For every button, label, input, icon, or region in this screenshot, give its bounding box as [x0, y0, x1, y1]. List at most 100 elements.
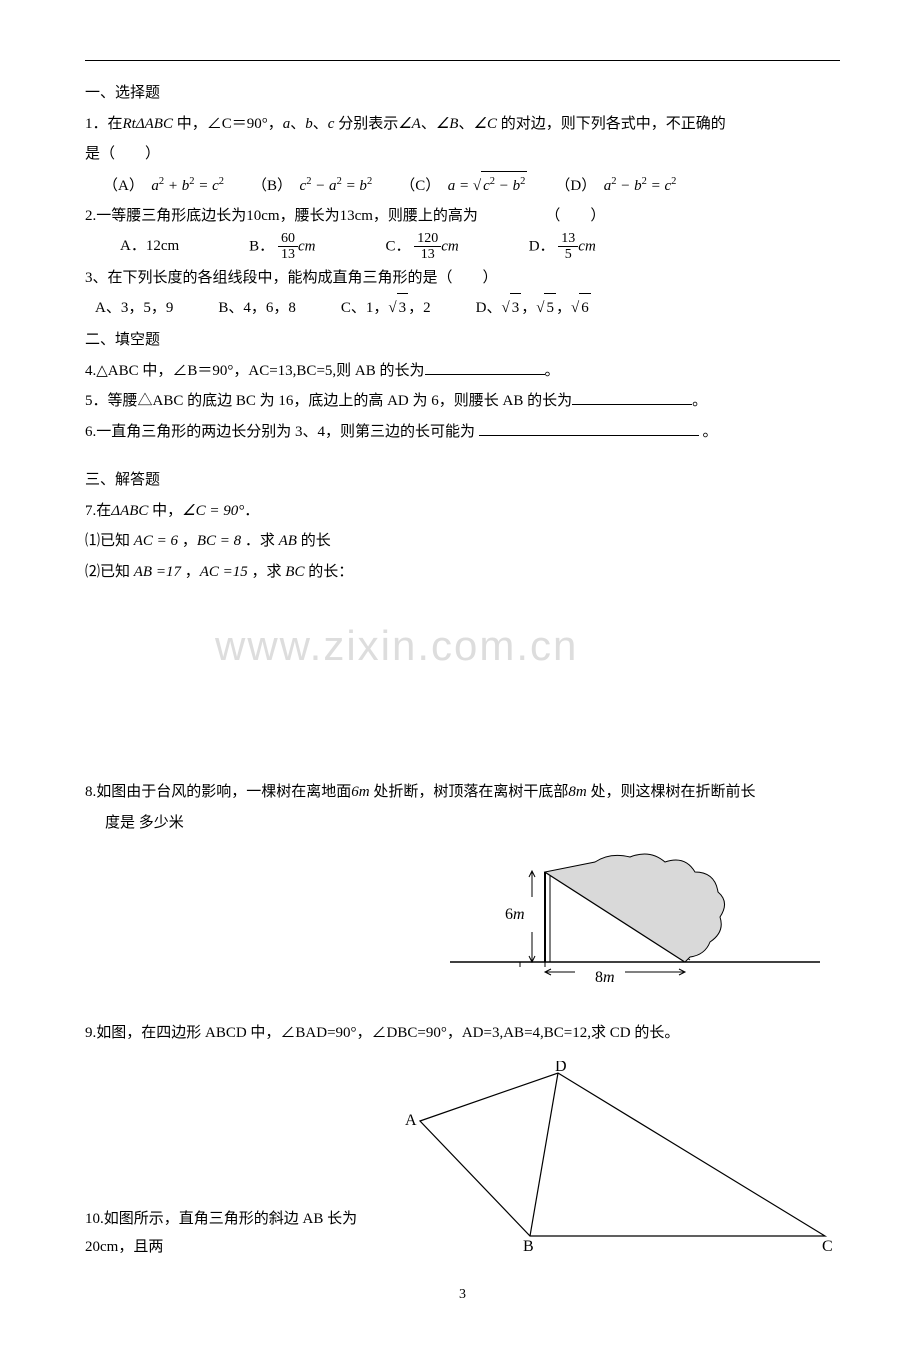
q1-line2: 是（ ）: [85, 140, 840, 169]
q8: 8.如图由于台风的影响，一棵树在离地面6m 处折断，树顶落在离树干底部8m 处，…: [85, 778, 840, 807]
q6-text: 6.一直角三角形的两边长分别为 3、4，则第三边的长可能为: [85, 424, 479, 440]
q2-optD-label: D．: [529, 238, 555, 254]
q1-b: b: [305, 116, 313, 132]
q7-mid: 中，: [148, 503, 182, 519]
q7-l3-ac: AC =15: [200, 564, 248, 580]
q9: 9.如图，在四边形 ABCD 中，∠BAD=90°，∠DBC=90°，AD=3,…: [85, 1019, 840, 1048]
q1: 1．在RtΔABC 中，∠C＝90°，a、b、c 分别表示∠A、∠B、∠C 的对…: [85, 110, 840, 139]
fig9-A: A: [405, 1112, 417, 1129]
q2-optD-unit: cm: [578, 238, 596, 254]
q8-v1: 6m: [351, 784, 369, 800]
q2-optD-den: 5: [558, 247, 578, 262]
q8-line2: 度是 多少米: [85, 809, 840, 838]
figure8-svg: 6m 8m: [450, 847, 820, 987]
q3-optC-sqrt: √3: [388, 300, 408, 316]
q1-mid1: 中，∠C＝90°，: [173, 116, 283, 132]
q8-v2: 8m: [568, 784, 586, 800]
q3-optD-s3: √6: [571, 300, 591, 316]
q3-optB: B、4，6，8: [218, 294, 296, 323]
q2-optC-unit: cm: [441, 238, 459, 254]
q2-optC-label: C．: [385, 238, 410, 254]
q1-mid4: 分别表示: [334, 116, 398, 132]
q3-optC-sqrt-val: 3: [397, 293, 409, 323]
q1-optC-label: （C）: [400, 172, 440, 201]
q7-l2-bc: BC = 8: [197, 533, 241, 549]
figure8: 6m 8m: [85, 847, 840, 987]
q8-workspace: [85, 987, 840, 1017]
q7-line3: ⑵已知 AB =17 ，AC =15 ，求 BC 的长：: [85, 558, 840, 587]
q2-optD-num: 13: [558, 231, 578, 247]
q1-optD: （D） a2 − b2 = c2: [555, 172, 676, 201]
q9-and-q10-row: 10.如图所示，直角三角形的斜边 AB 长为 20cm，且两 A D B C: [85, 1048, 840, 1262]
q7-line2: ⑴已知 AC = 6 ，BC = 8 ．求 AB 的长: [85, 527, 840, 556]
q7-l3-ab: AB =17: [134, 564, 181, 580]
q6-blank: [479, 421, 699, 436]
q1-optB-math: c2 − a2 = b2: [300, 172, 373, 201]
q2-optB-label: B．: [249, 238, 274, 254]
q4-text: 4.△ABC 中，∠B＝90°，AC=13,BC=5,则 AB 的长为: [85, 363, 425, 379]
fig8-label-8m: 8m: [595, 969, 615, 986]
q3-optC-pre: C、1，: [341, 300, 389, 316]
q2-optC-frac: 12013: [414, 231, 441, 263]
q1-rt: RtΔABC: [123, 116, 173, 132]
header-rule: [85, 60, 840, 61]
q2-optB-frac: 6013: [278, 231, 298, 263]
q4-blank: [425, 360, 545, 375]
q3-optC: C、1，√3，2: [341, 293, 431, 323]
q3: 3、在下列长度的各组线段中，能构成直角三角形的是（ ）: [85, 264, 840, 293]
q1-optD-label: （D）: [555, 172, 596, 201]
section2-title: 二、填空题: [85, 326, 840, 355]
q2-optB-unit: cm: [298, 238, 316, 254]
q5-text: 5．等腰△ABC 的底边 BC 为 16，底边上的高 AD 为 6，则腰长 AB…: [85, 393, 572, 409]
q7-pre: 7.在: [85, 503, 111, 519]
q5-blank: [572, 390, 692, 405]
q2-optC: C． 12013cm: [385, 231, 458, 263]
q2-optD: D． 135cm: [529, 231, 596, 263]
q1-optA: （A） a2 + b2 = c2: [103, 172, 224, 201]
q10: 10.如图所示，直角三角形的斜边 AB 长为 20cm，且两: [85, 1205, 400, 1262]
q1-optA-math: a2 + b2 = c2: [151, 172, 224, 201]
q1-tail: 的对边，则下列各式中，不正确的: [497, 116, 726, 132]
q2-optD-frac: 135: [558, 231, 578, 263]
q1-prefix: 1．在: [85, 116, 123, 132]
q3-optD-s1v: 3: [510, 293, 522, 323]
q7-end: ．: [244, 503, 259, 519]
q3-optA: A、3，5，9: [95, 294, 173, 323]
page-number: 3: [85, 1282, 840, 1309]
q5-end: 。: [692, 393, 707, 409]
q4: 4.△ABC 中，∠B＝90°，AC=13,BC=5,则 AB 的长为。: [85, 357, 840, 386]
q1-angA: ∠A: [398, 116, 421, 132]
q3-optD-s3v: 6: [579, 293, 591, 323]
q2-optB-den: 13: [278, 247, 298, 262]
q1-optB-label: （B）: [252, 172, 292, 201]
q3-optC-post: ，2: [408, 300, 431, 316]
q7-tri: ΔABC: [111, 503, 148, 519]
q1-s2: 、: [313, 116, 328, 132]
q7-l3-bc: BC: [285, 564, 304, 580]
q7-workspace: [85, 586, 840, 776]
figure9: A D B C: [400, 1061, 840, 1262]
q1-optD-math: a2 − b2 = c2: [604, 172, 677, 201]
q2-optB: B． 6013cm: [249, 231, 315, 263]
fig8-label-6m: 6m: [505, 906, 525, 923]
q3-optD-s1: √3: [501, 300, 521, 316]
q1-options: （A） a2 + b2 = c2 （B） c2 − a2 = b2 （C） a …: [85, 171, 840, 201]
section1-title: 一、选择题: [85, 79, 840, 108]
q3-optD: D、√3，√5，√6: [476, 293, 591, 323]
fig9-C: C: [822, 1238, 833, 1251]
q1-s4: 、: [458, 116, 473, 132]
q2-optA: A．12cm: [120, 232, 179, 261]
q1-text: 1．在RtΔABC 中，∠C＝90°，a、b、c 分别表示∠A、∠B、∠C 的对…: [85, 116, 726, 132]
q1-optC: （C） a = √c2 − b2: [400, 171, 527, 201]
figure9-svg: A D B C: [400, 1061, 840, 1251]
q8-mid: 处折断，树顶落在离树干底部: [370, 784, 569, 800]
q3-optD-s2: √5: [536, 300, 556, 316]
q7-ang: ∠C = 90°: [182, 503, 244, 519]
q8-post: 处，则这棵树在折断前长: [587, 784, 756, 800]
q2-optC-den: 13: [414, 247, 441, 262]
q2: 2.一等腰三角形底边长为10cm，腰长为13cm，则腰上的高为 （ ）: [85, 202, 840, 231]
q7-line1: 7.在ΔABC 中，∠C = 90°．: [85, 497, 840, 526]
q1-angC: ∠C: [474, 116, 497, 132]
q1-optB: （B） c2 − a2 = b2: [252, 172, 372, 201]
q3-optD-pre: D、: [476, 300, 502, 316]
